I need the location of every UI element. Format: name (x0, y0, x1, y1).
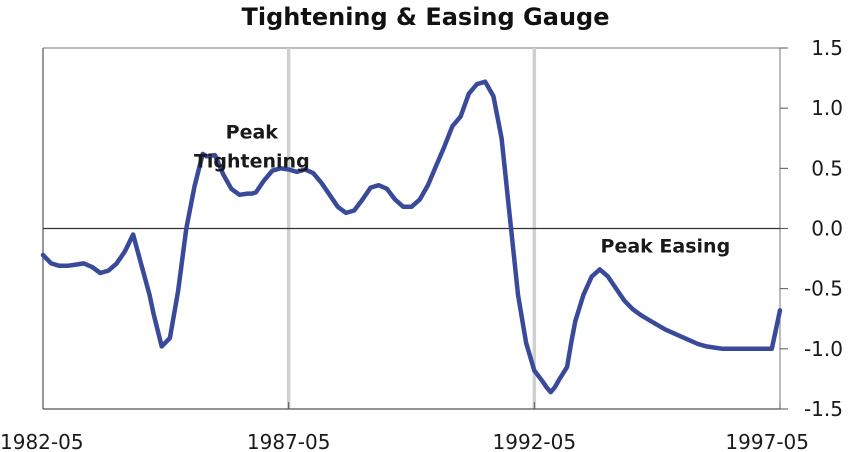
x-tick-label: 1992-05 (493, 430, 577, 452)
y-tick-label: 0.5 (811, 156, 843, 180)
annotation-0: Peak Tightening (194, 121, 310, 172)
axes (42, 48, 780, 410)
x-tick-label: 1987-05 (247, 430, 331, 452)
annotation-text: Peak (226, 121, 279, 143)
y-tick-label: 1.0 (811, 96, 843, 120)
x-tick-label: 1982-05 (0, 430, 84, 452)
series-line (40, 79, 783, 395)
chart-title: Tightening & Easing Gauge (241, 3, 610, 31)
annotation-1: Peak Easing (601, 236, 731, 258)
y-tick-label: 1.5 (811, 36, 843, 60)
x-tick-label: 1997-05 (725, 430, 809, 452)
y-tick-label: -1.5 (804, 397, 843, 421)
series-layer (40, 79, 783, 395)
y-tick-label: 0.0 (811, 217, 843, 241)
x-axis-ticks: 1982-05 1987-05 1992-05 1997-05 (0, 402, 809, 452)
annotations: Peak Tightening Peak Easing (194, 121, 730, 257)
y-tick-label: -0.5 (804, 277, 843, 301)
y-axis-ticks: 1.5 1.0 0.5 0.0 -0.5 -1.0 -1.5 (780, 36, 843, 421)
annotation-text: Tightening (194, 150, 310, 172)
y-tick-label: -1.0 (804, 337, 843, 361)
annotation-text: Peak Easing (601, 236, 731, 258)
